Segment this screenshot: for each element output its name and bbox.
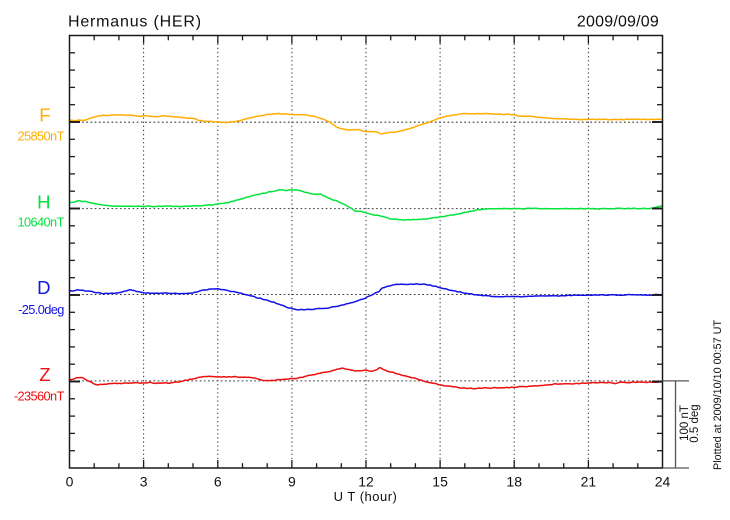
svg-text:21: 21 (581, 474, 597, 490)
svg-text:Plotted at 2009/10/10 00:57 UT: Plotted at 2009/10/10 00:57 UT (712, 320, 724, 470)
svg-text:0: 0 (66, 474, 74, 490)
svg-text:100 nT: 100 nT (679, 405, 691, 441)
svg-text:D: D (37, 277, 50, 298)
svg-text:2009/09/09: 2009/09/09 (577, 14, 659, 31)
svg-text:10640nT: 10640nT (17, 214, 64, 229)
svg-text:15: 15 (432, 474, 448, 490)
svg-text:0.5 deg: 0.5 deg (689, 404, 701, 442)
svg-text:9: 9 (288, 474, 296, 490)
svg-text:6: 6 (214, 474, 222, 490)
svg-text:24: 24 (655, 474, 671, 490)
svg-text:25850nT: 25850nT (17, 129, 64, 144)
svg-text:Z: Z (39, 364, 50, 385)
svg-text:-25.0deg: -25.0deg (18, 302, 64, 317)
svg-text:12: 12 (358, 474, 374, 490)
svg-text:-23560nT: -23560nT (14, 388, 65, 403)
svg-text:18: 18 (506, 474, 522, 490)
svg-text:H: H (37, 192, 50, 213)
svg-text:F: F (39, 104, 50, 125)
svg-text:3: 3 (140, 474, 148, 490)
svg-text:U T (hour): U T (hour) (334, 489, 398, 504)
svg-text:Hermanus (HER): Hermanus (HER) (68, 14, 202, 31)
